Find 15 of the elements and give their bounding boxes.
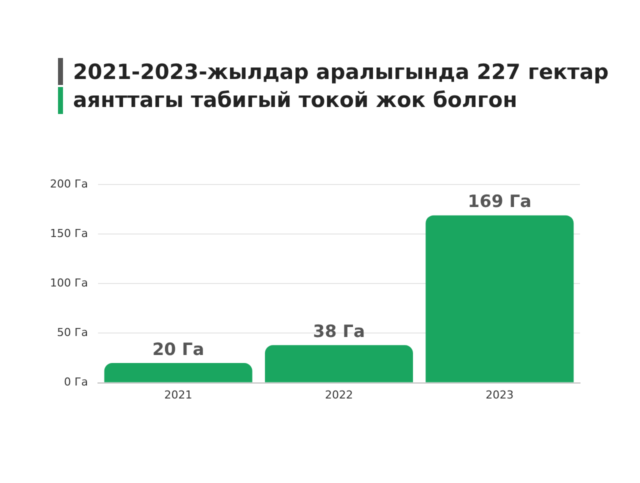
- y-tick-label: 150 Га: [50, 227, 88, 240]
- y-tick-label: 100 Га: [50, 276, 88, 290]
- data-label: 169 Га: [468, 192, 532, 212]
- bar: [264, 345, 413, 382]
- x-tick-label: 2022: [324, 388, 353, 402]
- x-tick-label: 2021: [164, 388, 192, 402]
- bar: [426, 215, 574, 382]
- y-tick-label: 50 Га: [56, 326, 88, 340]
- data-label: 20 Га: [152, 340, 204, 360]
- data-label: 38 Га: [313, 322, 365, 342]
- y-tick-label: 0 Га: [64, 376, 88, 389]
- chart-title: 2021-2023-жылдар аралыгында 227 гектар аянттагы табигый токой жок болгон: [72, 59, 610, 114]
- bar: [104, 362, 252, 382]
- x-tick-label: 2023: [486, 388, 514, 402]
- y-tick-label: 200 Га: [50, 177, 88, 190]
